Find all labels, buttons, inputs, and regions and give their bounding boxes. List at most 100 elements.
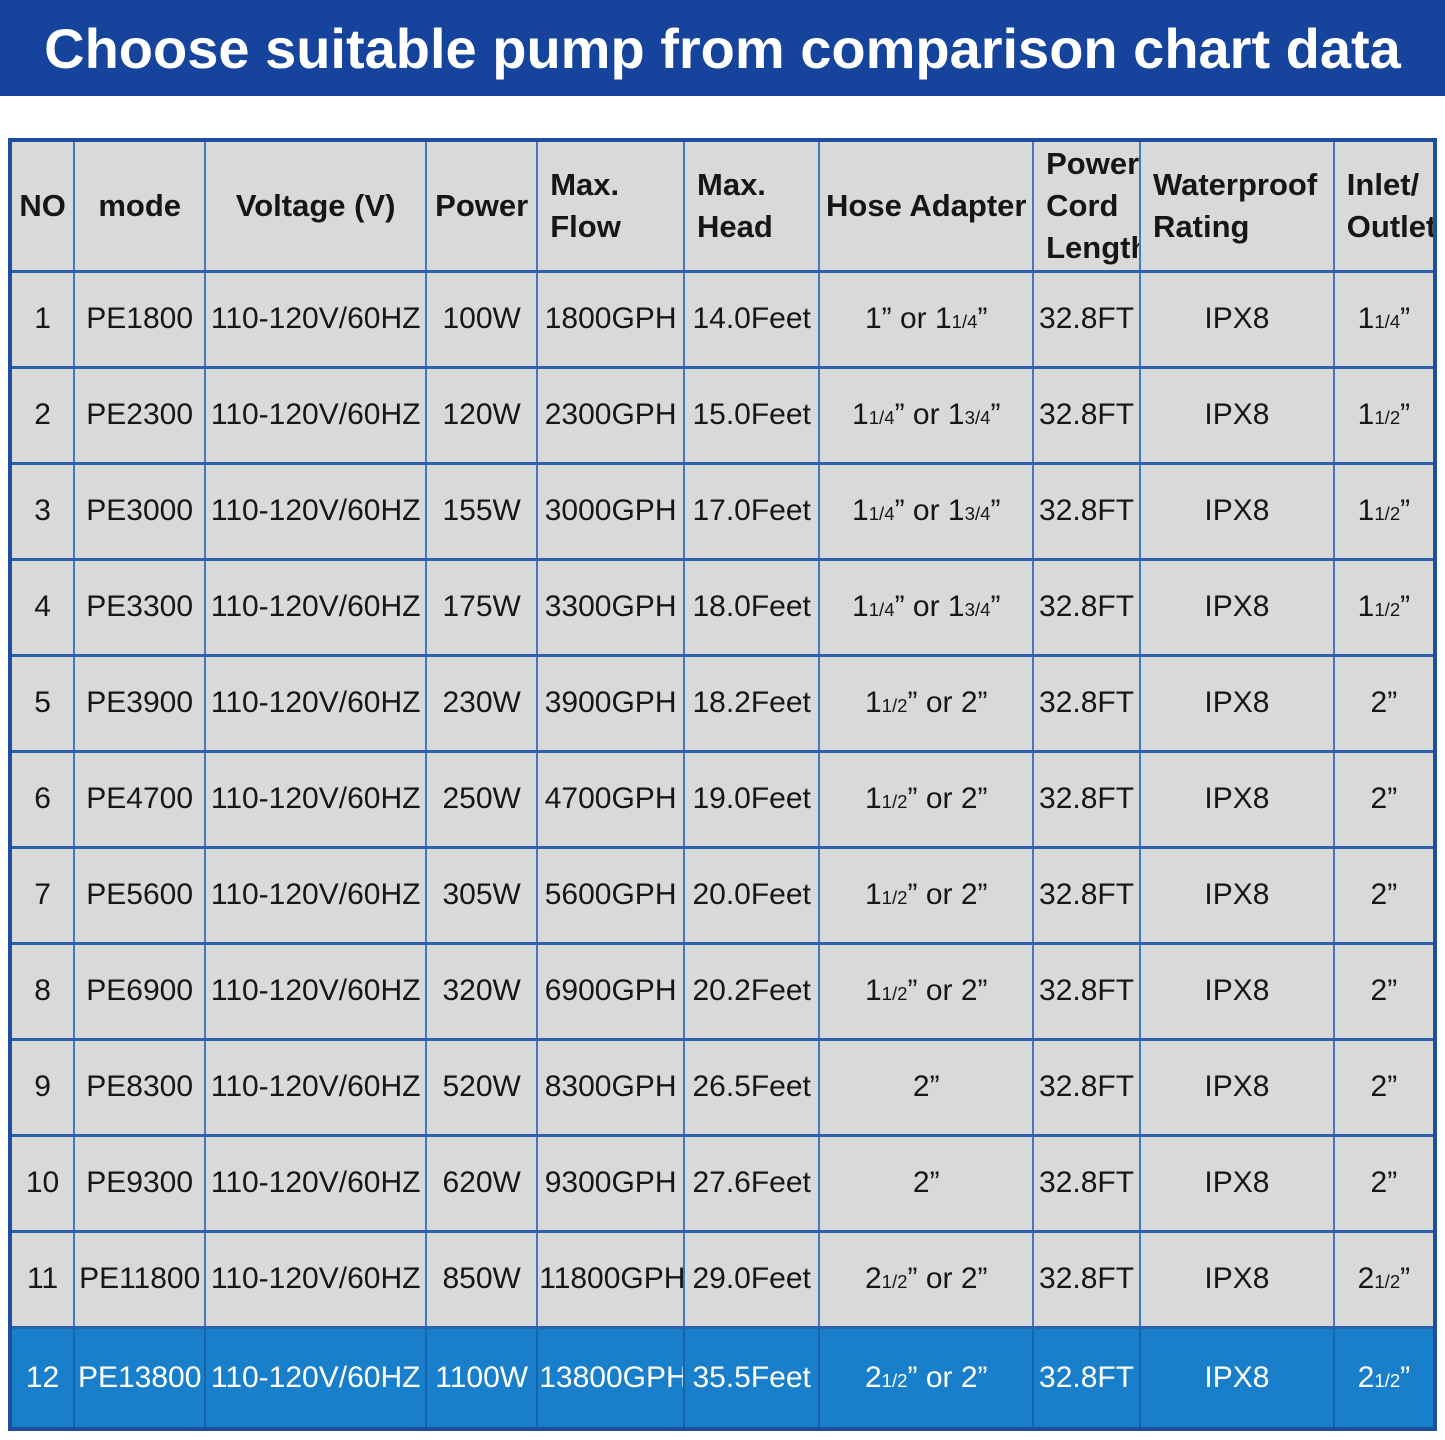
table-cell: 110-120V/60HZ [204,1229,428,1329]
table-cell: 12 [8,1325,76,1431]
fraction-text: 1/2 [1374,599,1401,621]
table-cell: 21/2” [1332,1325,1437,1431]
table-cell: 32.8FT [1032,1325,1141,1431]
fraction-text: 1/2 [881,1369,908,1391]
table-cell: 3 [8,461,76,561]
table-row: 7 PE5600 110-120V/60HZ 305W 5600GPH 20.0Feet 1… [8,845,1437,945]
column-header: Inlet/ Outlet [1332,138,1437,273]
column-header: Voltage (V) [204,138,428,273]
table-cell: 32.8FT [1032,1037,1141,1137]
table-cell: PE11800 [73,1229,207,1329]
fraction-text: 1/2 [881,695,908,717]
table-cell: IPX8 [1139,1133,1335,1233]
table-cell: 8 [8,941,76,1041]
column-header: Max. Head [682,138,821,273]
fraction-text: 1/4 [868,503,895,525]
table-cell: 32.8FT [1032,941,1141,1041]
table-cell: 15.0Feet [682,365,821,465]
table-cell: 2” [1332,845,1437,945]
table-row: 5 PE3900 110-120V/60HZ 230W 3900GPH 18.2Feet 1… [8,653,1437,753]
table-cell: 32.8FT [1032,365,1141,465]
table-cell: 3900GPH [536,653,685,753]
table-cell: 110-120V/60HZ [204,269,428,369]
table-cell: IPX8 [1139,941,1335,1041]
table-cell: 110-120V/60HZ [204,941,428,1041]
table-cell: PE5600 [73,845,207,945]
table-cell: IPX8 [1139,1037,1335,1137]
table-cell: 110-120V/60HZ [204,653,428,753]
table-cell: PE3000 [73,461,207,561]
table-cell: 11/2” [1332,365,1437,465]
table-cell: 13800GPH [536,1325,685,1431]
table-cell: IPX8 [1139,1325,1335,1431]
table-cell: 1” or 11/4” [818,269,1035,369]
table-cell: 11/2” [1332,557,1437,657]
table-cell: 19.0Feet [682,749,821,849]
table-cell: 20.0Feet [682,845,821,945]
table-cell: 520W [425,1037,539,1137]
table-cell: 32.8FT [1032,269,1141,369]
table-cell: 32.8FT [1032,461,1141,561]
fraction-text: 1/2 [1374,503,1401,525]
table-cell: 7 [8,845,76,945]
table-cell: 4 [8,557,76,657]
table-cell: 120W [425,365,539,465]
table-cell: IPX8 [1139,1229,1335,1329]
table-cell: 2” [1332,1037,1437,1137]
table-cell: PE8300 [73,1037,207,1137]
table-cell: 17.0Feet [682,461,821,561]
column-header: Power [425,138,539,273]
column-header: Waterproof Rating [1139,138,1335,273]
table-cell: 11/2” [1332,461,1437,561]
table-cell: 27.6Feet [682,1133,821,1233]
table-cell: PE3300 [73,557,207,657]
table-cell: 32.8FT [1032,749,1141,849]
table-cell: IPX8 [1139,461,1335,561]
table-cell: 11/4” or 13/4” [818,365,1035,465]
table-cell: 6900GPH [536,941,685,1041]
fraction-text: 3/4 [964,599,991,621]
table-cell: PE3900 [73,653,207,753]
fraction-text: 1/2 [881,791,908,813]
table-cell: 11/4” or 13/4” [818,557,1035,657]
table-cell: IPX8 [1139,653,1335,753]
table-row: 2 PE2300 110-120V/60HZ 120W 2300GPH 15.0Feet 1… [8,365,1437,465]
table-cell: 6 [8,749,76,849]
table-cell: 110-120V/60HZ [204,1133,428,1233]
table-cell: PE2300 [73,365,207,465]
table-cell: 305W [425,845,539,945]
table-cell: 2” [1332,653,1437,753]
fraction-text: 1/2 [1374,407,1401,429]
table-cell: 5 [8,653,76,753]
table-cell: 3000GPH [536,461,685,561]
fraction-text: 1/4 [868,407,895,429]
fraction-text: 1/2 [881,983,908,1005]
table-cell: PE4700 [73,749,207,849]
table-cell: 2300GPH [536,365,685,465]
fraction-text: 1/2 [881,887,908,909]
table-cell: 35.5Feet [682,1325,821,1431]
table-cell: 155W [425,461,539,561]
table-cell: 320W [425,941,539,1041]
title-banner: Choose suitable pump from comparison cha… [0,0,1445,96]
table-cell: 11/2” or 2” [818,653,1035,753]
fraction-text: 1/2 [1374,1271,1401,1293]
table-cell: IPX8 [1139,269,1335,369]
fraction-text: 1/2 [1374,1369,1401,1391]
table-cell: 1100W [425,1325,539,1431]
table-cell: 21/2” or 2” [818,1229,1035,1329]
table-cell: 9 [8,1037,76,1137]
table-cell: 230W [425,653,539,753]
table-cell: 11/2” or 2” [818,941,1035,1041]
column-header: Power Cord Length [1032,138,1141,273]
table-cell: 32.8FT [1032,1133,1141,1233]
table-cell: 11 [8,1229,76,1329]
table-cell: IPX8 [1139,749,1335,849]
table-cell: 4700GPH [536,749,685,849]
fraction-text: 3/4 [964,503,991,525]
table-row: 6 PE4700 110-120V/60HZ 250W 4700GPH 19.0Feet 1… [8,749,1437,849]
table-cell: 26.5Feet [682,1037,821,1137]
table-row: 3 PE3000 110-120V/60HZ 155W 3000GPH 17.0Feet 1… [8,461,1437,561]
fraction-text: 3/4 [964,407,991,429]
table-cell: 32.8FT [1032,1229,1141,1329]
